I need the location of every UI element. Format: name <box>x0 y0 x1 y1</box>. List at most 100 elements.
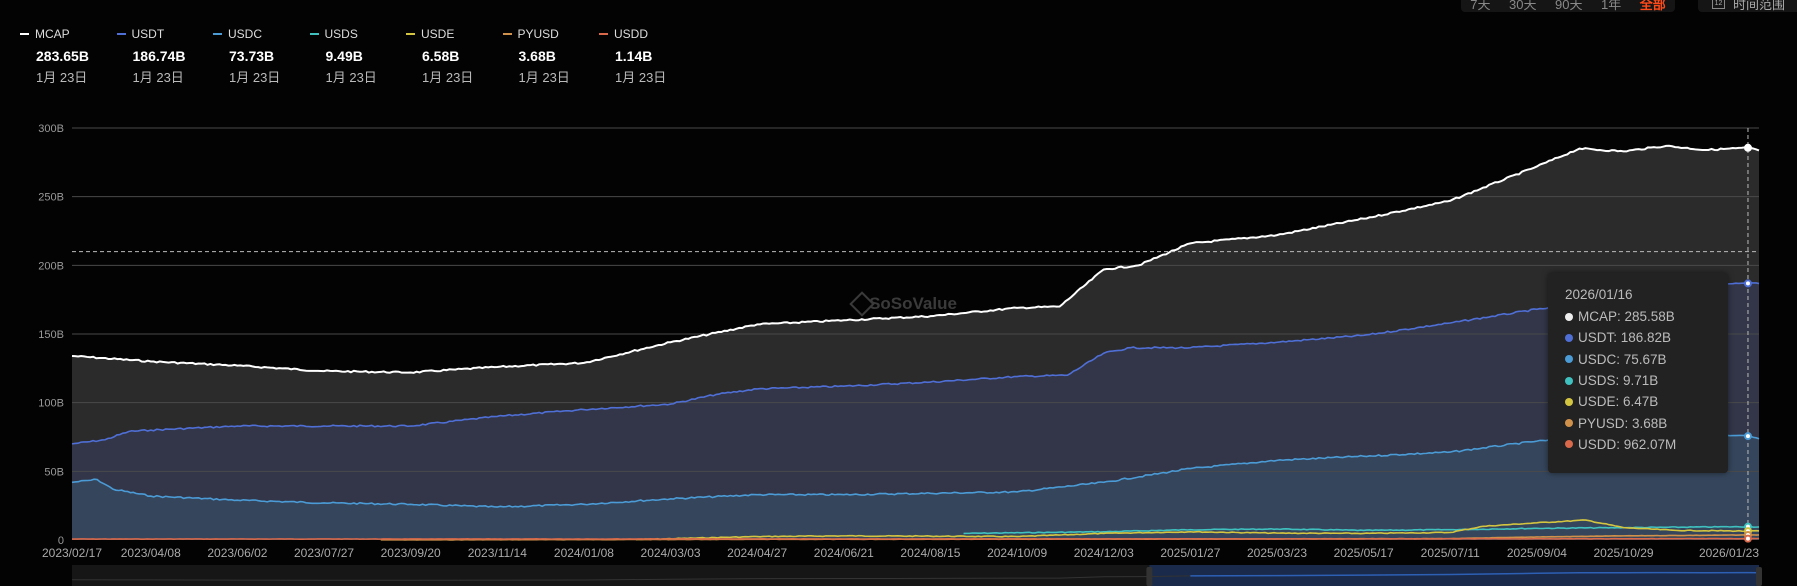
legend-name: USDE <box>421 27 455 41</box>
line-usde <box>635 519 1760 541</box>
x-tick-label: 2026/01/23 <box>1699 546 1759 560</box>
range-button-4[interactable]: 全部 <box>1639 0 1666 12</box>
navigator-selection <box>1149 565 1759 586</box>
legend-item-usdd[interactable]: USDD 1.14B 1月 23日 <box>599 26 696 86</box>
legend-label: USDS <box>309 26 407 42</box>
legend-date: 1月 23日 <box>229 70 281 85</box>
x-tick-label: 2024/12/03 <box>1074 546 1134 560</box>
x-tick-label: 2024/10/09 <box>987 546 1047 560</box>
range-button-1[interactable]: 30天 <box>1509 0 1537 12</box>
series-dot-icon <box>1565 419 1573 428</box>
x-tick-label: 2024/01/08 <box>554 546 614 560</box>
series-dot-icon <box>1565 397 1573 406</box>
legend-item-usdc[interactable]: USDC 73.73B 1月 23日 <box>213 26 310 86</box>
x-tick-label: 2023/09/20 <box>381 546 441 560</box>
time-range-button[interactable]: 12 时间范围 <box>1698 0 1797 12</box>
x-tick-label: 2024/04/27 <box>727 546 787 560</box>
tooltip-value: USDS: 9.71B <box>1578 373 1659 389</box>
x-tick-label: 2023/04/08 <box>121 546 181 560</box>
navigator-handle[interactable] <box>1146 567 1153 586</box>
legend-swatch <box>502 33 512 35</box>
x-tick-label: 2025/01/27 <box>1160 546 1220 560</box>
tooltip-row: PYUSD: 3.68B <box>1565 412 1728 433</box>
legend-value: 1.14B <box>615 48 653 64</box>
chart-tooltip: 2026/01/16 MCAP: 285.58B USDT: 186.82B USD… <box>1548 273 1728 473</box>
legend-label: MCAP <box>20 26 117 42</box>
y-tick-label: 100B <box>38 398 64 410</box>
x-tick-label: 2024/08/15 <box>900 546 960 560</box>
legend-swatch <box>116 33 126 35</box>
line-mcap <box>71 144 1760 374</box>
legend-date: 1月 23日 <box>422 70 474 85</box>
tooltip-row: USDT: 186.82B <box>1565 327 1728 348</box>
legend-item-mcap[interactable]: MCAP 283.65B 1月 23日 <box>20 26 117 86</box>
series-dot-icon <box>1565 440 1573 449</box>
legend-name: USDT <box>131 27 165 41</box>
legend-item-usdt[interactable]: USDT 186.74B 1月 23日 <box>116 26 214 86</box>
range-button-3[interactable]: 1年 <box>1600 0 1622 12</box>
x-tick-label: 2025/10/29 <box>1594 546 1654 560</box>
watermark-logo-icon <box>849 291 875 317</box>
series-dot-icon <box>1565 355 1573 364</box>
legend-swatch <box>20 33 29 35</box>
tooltip-value: PYUSD: 3.68B <box>1578 415 1668 431</box>
legend-name: PYUSD <box>517 27 559 41</box>
x-tick-label: 2025/07/11 <box>1421 546 1480 560</box>
watermark: SoSoValue <box>869 294 957 313</box>
legend-value: 186.74B <box>132 48 186 64</box>
tooltip-row: MCAP: 285.58B <box>1565 306 1728 327</box>
hover-point <box>1743 534 1752 543</box>
line-usdt <box>71 282 1760 445</box>
legend-name: USDC <box>228 27 263 41</box>
x-tick-label: 2023/07/27 <box>294 546 354 560</box>
legend-date: 1月 23日 <box>615 70 667 85</box>
legend-name: USDS <box>324 27 358 41</box>
legend-item-usds[interactable]: USDS 9.49B 1月 23日 <box>309 26 407 86</box>
legend-name: USDD <box>614 27 649 41</box>
legend-label: USDE <box>406 26 503 42</box>
line-usdd <box>71 537 1760 540</box>
legend-label: USDD <box>599 26 696 42</box>
legend-item-usde[interactable]: USDE 6.58B 1月 23日 <box>406 26 503 86</box>
tooltip-value: USDC: 75.67B <box>1578 351 1667 367</box>
time-range-label: 时间范围 <box>1733 0 1786 12</box>
legend-date: 1月 23日 <box>132 70 184 85</box>
tooltip-row: USDC: 75.67B <box>1565 349 1728 370</box>
legend-name: MCAP <box>35 27 70 41</box>
line-usdc <box>71 434 1760 508</box>
legend-swatch <box>213 33 222 35</box>
legend-value: 3.68B <box>518 48 556 64</box>
x-tick-label: 2024/06/21 <box>814 546 874 560</box>
x-tick-label: 2023/06/02 <box>207 546 267 560</box>
legend-swatch <box>309 33 319 35</box>
legend-date: 1月 23日 <box>36 70 88 85</box>
range-button-0[interactable]: 7天 <box>1470 0 1491 12</box>
tooltip-row: USDE: 6.47B <box>1565 391 1728 412</box>
legend-item-pyusd[interactable]: PYUSD 3.68B 1月 23日 <box>502 26 600 86</box>
legend-value: 73.73B <box>229 48 275 64</box>
navigator-handle[interactable] <box>1756 567 1762 586</box>
area-usdc <box>72 434 1759 540</box>
y-tick-label: 300B <box>38 123 64 135</box>
legend-value: 6.58B <box>422 48 460 64</box>
range-selector: 7天 30天 90天 1年 全部 <box>1461 0 1675 12</box>
legend-value: 283.65B <box>36 48 89 64</box>
series-dot-icon <box>1565 376 1573 385</box>
y-tick-label: 200B <box>38 260 64 272</box>
x-tick-label: 2024/03/03 <box>641 546 701 560</box>
y-tick-label: 150B <box>38 329 64 341</box>
chart-legend: MCAP 283.65B 1月 23日 USDT 186.74B 1月 23日 US… <box>20 26 696 86</box>
legend-date: 1月 23日 <box>325 70 377 85</box>
hover-point <box>1743 279 1752 288</box>
series-dot-icon <box>1565 312 1573 321</box>
x-tick-label: 2023/11/14 <box>468 546 527 560</box>
y-tick-label: 250B <box>38 192 64 204</box>
tooltip-value: USDE: 6.47B <box>1578 394 1659 410</box>
series-dot-icon <box>1565 333 1573 342</box>
tooltip-value: USDT: 186.82B <box>1578 330 1672 346</box>
legend-date: 1月 23日 <box>518 70 570 85</box>
hover-point <box>1743 143 1752 152</box>
range-button-2[interactable]: 90天 <box>1554 0 1583 12</box>
x-tick-label: 2025/09/04 <box>1507 546 1567 560</box>
legend-value: 9.49B <box>325 48 363 64</box>
